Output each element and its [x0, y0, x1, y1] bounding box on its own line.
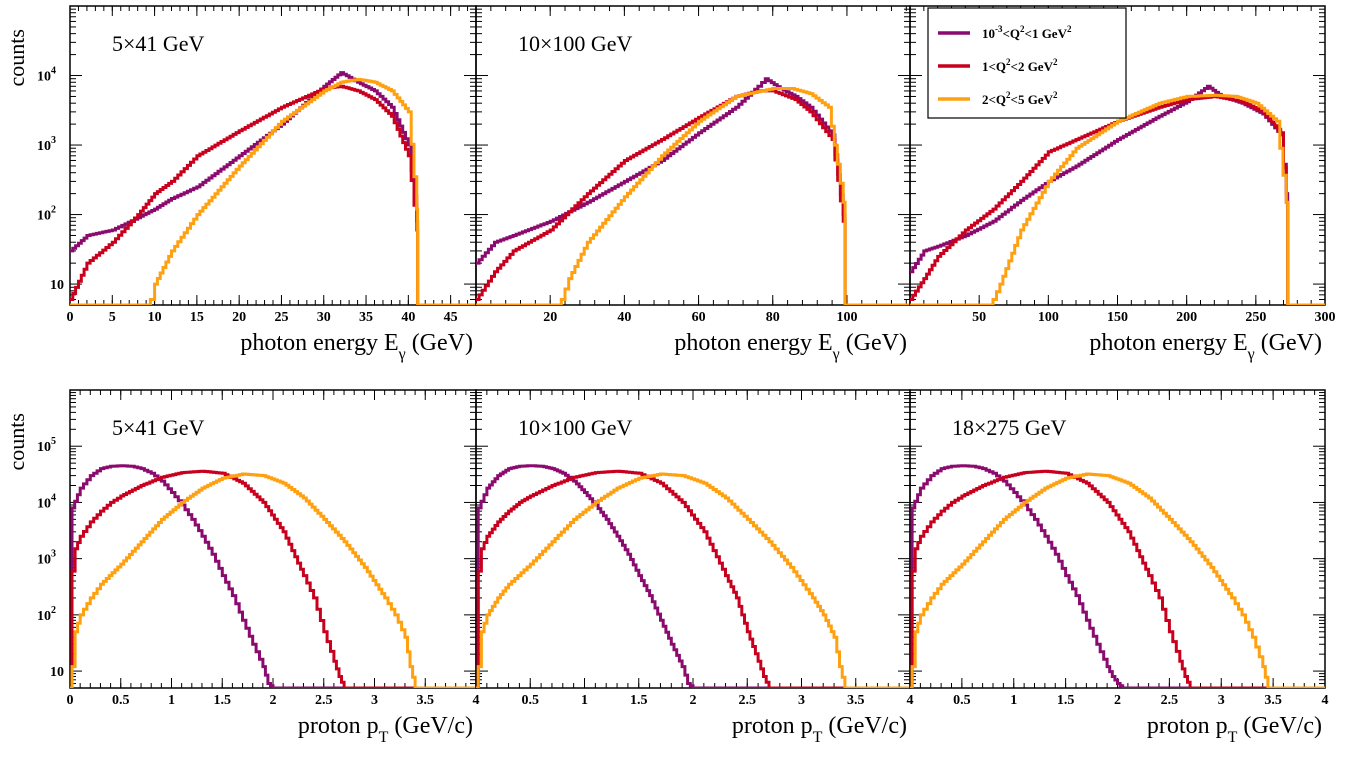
x-tick-label: 80 — [766, 310, 780, 325]
y-tick-label: 103 — [37, 549, 56, 568]
x-tick-label: 250 — [1245, 310, 1266, 325]
x-tick-label: 30 — [317, 310, 331, 325]
x-tick-label: 2 — [1114, 693, 1121, 708]
x-axis-title: proton pT (GeV/c) — [1147, 713, 1322, 746]
x-tick-label: 1 — [581, 693, 588, 708]
y-tick-label: 103 — [37, 135, 56, 154]
x-tick-label: 40 — [401, 310, 415, 325]
x-tick-label: 1 — [1010, 693, 1017, 708]
x-tick-label: 4 — [473, 693, 480, 708]
y-tick-label: 102 — [37, 605, 56, 624]
x-tick-label: 0 — [67, 310, 74, 325]
x-tick-label: 1.5 — [1057, 693, 1075, 708]
x-axis-title: proton pT (GeV/c) — [732, 713, 907, 746]
x-tick-label: 0.5 — [953, 693, 971, 708]
series-line-mid — [910, 469, 1325, 688]
series-line-low — [476, 464, 910, 688]
y-tick-label: 102 — [37, 205, 56, 224]
y-tick-label: 104 — [37, 492, 56, 511]
x-tick-label: 20 — [543, 310, 557, 325]
x-tick-label: 3 — [371, 693, 378, 708]
panel-label: 5×41 GeV — [112, 415, 205, 440]
x-tick-label: 3 — [798, 693, 805, 708]
series-line-mid — [70, 84, 476, 305]
x-tick-label: 200 — [1176, 310, 1197, 325]
panel-label: 5×41 GeV — [112, 31, 205, 56]
panel-label: 18×275 GeV — [952, 415, 1067, 440]
x-tick-label: 5 — [109, 310, 116, 325]
series-line-mid — [70, 469, 476, 688]
x-axis-title: proton pT (GeV/c) — [298, 713, 473, 746]
series-line-high — [910, 93, 1325, 305]
chart-panel-1: 0 5 10 15 20 25 30 35 40 45 10 102 103 104 counts photo… — [4, 5, 477, 363]
y-tick-label: 104 — [37, 66, 56, 85]
x-tick-label: 2.5 — [1161, 693, 1179, 708]
x-tick-label: 25 — [274, 310, 288, 325]
chart-panel-2: 20 40 60 80 100 photon energy Eγ (GeV) 10×100 … — [475, 5, 911, 363]
x-tick-label: 1.5 — [630, 693, 648, 708]
x-tick-label: 3.5 — [847, 693, 865, 708]
x-tick-label: 0.5 — [522, 693, 540, 708]
series-line-high — [70, 77, 476, 305]
x-tick-label: 45 — [444, 310, 458, 325]
x-tick-label: 300 — [1315, 310, 1336, 325]
x-axis-title: photon energy Eγ (GeV) — [240, 330, 473, 363]
x-tick-label: 15 — [190, 310, 204, 325]
series-line-low — [910, 464, 1325, 688]
y-axis-title: counts — [4, 413, 29, 470]
legend-entry-mid: 1<Q2<2 GeV2 — [982, 57, 1058, 74]
x-tick-label: 0 — [67, 693, 74, 708]
x-tick-label: 1 — [168, 693, 175, 708]
panel-label: 10×100 GeV — [518, 31, 633, 56]
series-line-high — [70, 472, 476, 688]
x-tick-label: 35 — [359, 310, 373, 325]
series-line-mid — [476, 89, 910, 305]
x-tick-label: 3.5 — [417, 693, 435, 708]
x-tick-label: 100 — [1038, 310, 1059, 325]
series-line-low — [70, 464, 476, 688]
y-tick-label: 105 — [37, 436, 56, 455]
x-tick-label: 2 — [270, 693, 277, 708]
y-axis-title: counts — [4, 29, 29, 86]
x-tick-label: 20 — [232, 310, 246, 325]
panel-label: 10×100 GeV — [518, 415, 633, 440]
series-line-high — [476, 472, 910, 688]
x-axis-title: photon energy Eγ (GeV) — [674, 330, 907, 363]
x-tick-label: 3.5 — [1264, 693, 1282, 708]
series-line-mid — [476, 469, 910, 688]
legend-entry-high: 2<Q2<5 GeV2 — [982, 90, 1058, 107]
x-tick-label: 100 — [836, 310, 857, 325]
x-tick-label: 3 — [1218, 693, 1225, 708]
x-tick-label: 2.5 — [315, 693, 333, 708]
legend: 10-3<Q2<1 GeV2 1<Q2<2 GeV2 2<Q2<5 GeV2 — [927, 7, 1127, 119]
x-tick-label: 60 — [692, 310, 706, 325]
x-tick-label: 4 — [907, 693, 914, 708]
x-tick-label: 2.5 — [739, 693, 757, 708]
series-line-mid — [910, 94, 1325, 305]
x-tick-label: 150 — [1107, 310, 1128, 325]
legend-entry-low: 10-3<Q2<1 GeV2 — [982, 24, 1072, 41]
x-tick-label: 0.5 — [112, 693, 130, 708]
x-tick-label: 50 — [972, 310, 986, 325]
series-line-high — [476, 87, 910, 305]
x-tick-label: 1.5 — [214, 693, 232, 708]
chart-panel-4: 0 0.5 1 1.5 2 2.5 3 3.5 4 10 102 103 104 105 counts pro… — [4, 389, 480, 746]
x-tick-label: 10 — [148, 310, 162, 325]
series-line-low — [910, 84, 1325, 305]
y-tick-label: 10 — [50, 665, 64, 680]
x-tick-label: 40 — [617, 310, 631, 325]
x-axis-title: photon energy Eγ (GeV) — [1089, 330, 1322, 363]
x-tick-label: 4 — [1322, 693, 1329, 708]
y-tick-label: 10 — [50, 278, 64, 293]
series-line-high — [910, 472, 1325, 688]
x-tick-label: 2 — [690, 693, 697, 708]
